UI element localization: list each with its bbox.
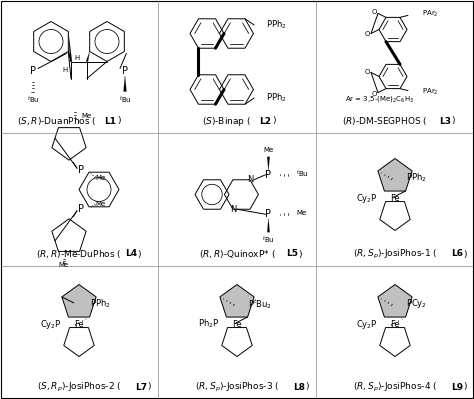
Polygon shape [124,75,127,91]
Text: Me: Me [82,113,92,119]
Text: L5: L5 [286,249,298,259]
Text: Fe: Fe [74,320,84,329]
Polygon shape [220,284,254,317]
Text: P: P [122,67,128,77]
Text: Cy$_2$P: Cy$_2$P [40,318,62,330]
Text: Cy$_2$P: Cy$_2$P [356,192,378,205]
Text: L9: L9 [451,383,463,391]
Polygon shape [68,32,72,61]
Text: $(R)$-DM-SEGPHOS (: $(R)$-DM-SEGPHOS ( [342,115,428,127]
Text: PAr$_2$: PAr$_2$ [422,9,438,20]
Text: L3: L3 [439,117,451,126]
Polygon shape [86,51,90,62]
Text: ): ) [305,383,309,391]
Text: N: N [247,175,253,184]
Text: PPh$_2$: PPh$_2$ [266,19,287,31]
Text: H: H [74,55,79,61]
Text: $(R,S_p)$-JosiPhos-1 (: $(R,S_p)$-JosiPhos-1 ( [353,247,437,261]
Text: PPh$_2$: PPh$_2$ [406,172,427,184]
Text: N: N [230,205,236,214]
Text: L6: L6 [451,249,463,259]
Text: $(S,R_p)$-JosiPhos-2 (: $(S,R_p)$-JosiPhos-2 ( [37,381,121,393]
Text: $^t$Bu: $^t$Bu [118,94,131,105]
Text: L2: L2 [259,117,271,126]
Text: $(R,R)$-QuinoxP* (: $(R,R)$-QuinoxP* ( [199,248,275,260]
Text: ): ) [463,383,467,391]
Text: $(R,S_p)$-JosiPhos-4 (: $(R,S_p)$-JosiPhos-4 ( [353,381,437,393]
Text: $(R,S_p)$-JosiPhos-3 (: $(R,S_p)$-JosiPhos-3 ( [195,381,279,393]
Text: Me: Me [59,262,69,268]
Text: P: P [30,67,36,77]
Text: ): ) [298,249,302,259]
Text: Me: Me [296,210,307,216]
Text: ): ) [463,249,467,259]
Text: $^t$Bu: $^t$Bu [27,94,39,105]
Text: $^t$Bu: $^t$Bu [296,168,310,179]
Text: PPh$_2$: PPh$_2$ [266,92,287,104]
Polygon shape [267,157,270,171]
Text: P$^t$Bu$_2$: P$^t$Bu$_2$ [248,297,272,311]
Text: L7: L7 [135,383,147,391]
Text: PAr$_2$: PAr$_2$ [422,87,438,97]
Text: L4: L4 [125,249,137,259]
Text: Ar = 3,5-(Me)$_2$C$_6$H$_3$: Ar = 3,5-(Me)$_2$C$_6$H$_3$ [346,94,415,104]
Text: P: P [265,209,272,219]
Text: O: O [365,32,370,38]
Text: ): ) [451,117,455,126]
Text: Me: Me [264,147,273,153]
Text: Fe: Fe [390,194,400,203]
Text: L8: L8 [293,383,305,391]
Text: P: P [78,165,84,175]
Text: O: O [371,9,377,16]
Text: O: O [365,69,370,75]
Text: ): ) [137,249,141,259]
Text: PPh$_2$: PPh$_2$ [90,298,110,310]
Text: P: P [265,170,272,180]
Text: Fe: Fe [232,320,242,329]
Text: $^t$Bu: $^t$Bu [262,234,275,245]
Text: L1: L1 [104,117,116,126]
Text: O: O [371,91,377,97]
Text: P: P [78,204,84,214]
Text: ): ) [272,117,276,126]
Text: Cy$_2$P: Cy$_2$P [356,318,378,330]
Text: $(R,R)$-Me-DuPhos (: $(R,R)$-Me-DuPhos ( [36,248,122,260]
Text: ): ) [147,383,151,391]
Text: $(S)$-Binap (: $(S)$-Binap ( [202,115,252,128]
Text: Fe: Fe [390,320,400,329]
Text: $(S,R)$-DuanPhos (: $(S,R)$-DuanPhos ( [17,115,97,127]
Polygon shape [62,284,96,317]
Text: Me: Me [95,201,105,207]
Text: Ph$_2$P: Ph$_2$P [198,318,219,330]
Text: H: H [63,67,68,73]
Text: Me: Me [95,175,105,181]
Polygon shape [378,284,412,317]
Polygon shape [267,218,270,232]
Text: ): ) [117,117,121,126]
Polygon shape [378,158,412,191]
Text: PCy$_2$: PCy$_2$ [406,297,427,310]
